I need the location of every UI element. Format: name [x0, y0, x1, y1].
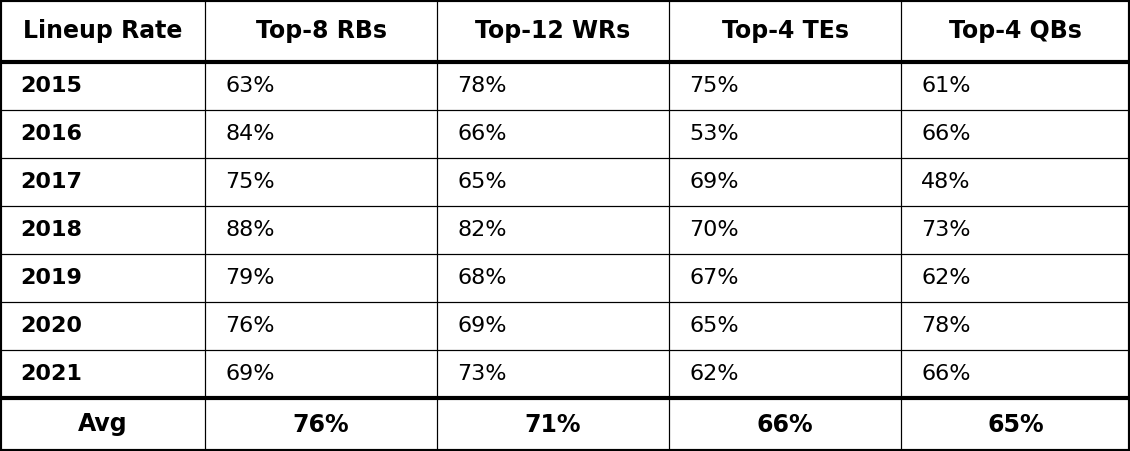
- Text: 48%: 48%: [921, 172, 971, 192]
- Text: Top-12 WRs: Top-12 WRs: [476, 19, 631, 43]
- Text: Top-4 QBs: Top-4 QBs: [949, 19, 1081, 43]
- Text: 71%: 71%: [524, 413, 581, 437]
- Bar: [205, 0, 437, 62]
- Text: 82%: 82%: [458, 220, 507, 240]
- Bar: [901, 302, 1130, 350]
- Bar: [205, 158, 437, 206]
- Bar: [0, 62, 205, 110]
- Bar: [437, 206, 669, 254]
- Text: 2016: 2016: [20, 124, 82, 144]
- Text: 66%: 66%: [757, 413, 814, 437]
- Text: 70%: 70%: [689, 220, 739, 240]
- Bar: [0, 398, 205, 451]
- Text: 53%: 53%: [689, 124, 739, 144]
- Bar: [901, 398, 1130, 451]
- Text: 75%: 75%: [225, 172, 275, 192]
- Text: 88%: 88%: [225, 220, 275, 240]
- Text: 2019: 2019: [20, 268, 82, 288]
- Text: 73%: 73%: [921, 220, 971, 240]
- Bar: [669, 302, 901, 350]
- Text: 65%: 65%: [988, 413, 1044, 437]
- Text: 69%: 69%: [689, 172, 739, 192]
- Bar: [437, 254, 669, 302]
- Text: 63%: 63%: [225, 76, 275, 96]
- Text: 2017: 2017: [20, 172, 82, 192]
- Text: 66%: 66%: [921, 364, 971, 384]
- Text: Avg: Avg: [78, 413, 128, 437]
- Bar: [205, 206, 437, 254]
- Text: 66%: 66%: [458, 124, 507, 144]
- Bar: [669, 0, 901, 62]
- Bar: [437, 158, 669, 206]
- Bar: [205, 254, 437, 302]
- Text: 76%: 76%: [225, 316, 275, 336]
- Text: 2021: 2021: [20, 364, 82, 384]
- Bar: [669, 158, 901, 206]
- Bar: [901, 254, 1130, 302]
- Text: 73%: 73%: [458, 364, 507, 384]
- Text: 68%: 68%: [458, 268, 507, 288]
- Text: 69%: 69%: [458, 316, 507, 336]
- Bar: [437, 110, 669, 158]
- Text: 2020: 2020: [20, 316, 82, 336]
- Bar: [0, 206, 205, 254]
- Bar: [669, 110, 901, 158]
- Bar: [205, 62, 437, 110]
- Bar: [0, 350, 205, 398]
- Text: 62%: 62%: [689, 364, 739, 384]
- Bar: [437, 302, 669, 350]
- Text: 62%: 62%: [921, 268, 971, 288]
- Text: 2015: 2015: [20, 76, 82, 96]
- Text: 66%: 66%: [921, 124, 971, 144]
- Text: 75%: 75%: [689, 76, 739, 96]
- Text: Top-4 TEs: Top-4 TEs: [721, 19, 849, 43]
- Bar: [669, 350, 901, 398]
- Bar: [669, 62, 901, 110]
- Text: 78%: 78%: [458, 76, 507, 96]
- Text: 67%: 67%: [689, 268, 739, 288]
- Bar: [0, 302, 205, 350]
- Bar: [437, 62, 669, 110]
- Text: 76%: 76%: [293, 413, 349, 437]
- Bar: [205, 302, 437, 350]
- Text: 84%: 84%: [225, 124, 275, 144]
- Bar: [205, 110, 437, 158]
- Bar: [437, 0, 669, 62]
- Text: 78%: 78%: [921, 316, 971, 336]
- Bar: [437, 350, 669, 398]
- Text: 65%: 65%: [689, 316, 739, 336]
- Bar: [437, 398, 669, 451]
- Bar: [669, 254, 901, 302]
- Bar: [0, 0, 205, 62]
- Bar: [0, 158, 205, 206]
- Bar: [901, 62, 1130, 110]
- Bar: [205, 350, 437, 398]
- Bar: [901, 110, 1130, 158]
- Text: Top-8 RBs: Top-8 RBs: [255, 19, 386, 43]
- Bar: [0, 110, 205, 158]
- Text: 2018: 2018: [20, 220, 82, 240]
- Bar: [901, 0, 1130, 62]
- Text: 79%: 79%: [225, 268, 275, 288]
- Text: Lineup Rate: Lineup Rate: [23, 19, 182, 43]
- Text: 61%: 61%: [921, 76, 971, 96]
- Bar: [901, 206, 1130, 254]
- Bar: [669, 398, 901, 451]
- Bar: [205, 398, 437, 451]
- Bar: [901, 350, 1130, 398]
- Text: 65%: 65%: [458, 172, 507, 192]
- Bar: [669, 206, 901, 254]
- Bar: [0, 254, 205, 302]
- Text: 69%: 69%: [225, 364, 275, 384]
- Bar: [901, 158, 1130, 206]
